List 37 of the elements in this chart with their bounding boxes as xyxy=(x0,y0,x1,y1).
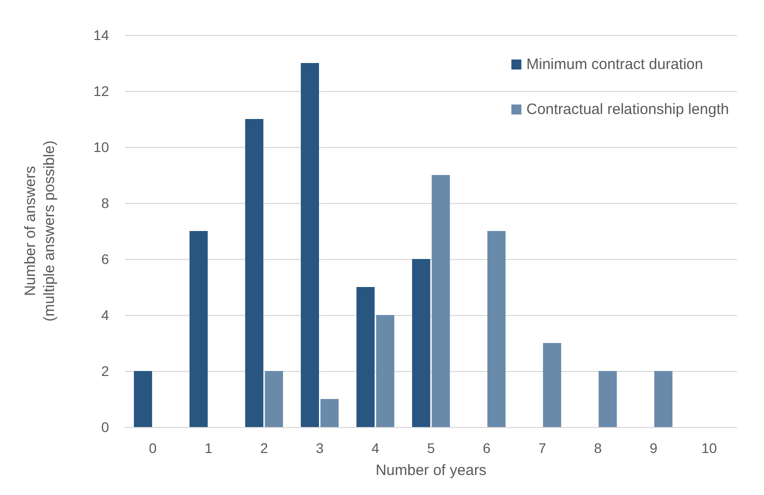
x-axis-title: Number of years xyxy=(376,462,486,479)
bar xyxy=(376,315,394,427)
bar xyxy=(320,399,339,427)
y-tick-label: 10 xyxy=(93,139,110,155)
bar xyxy=(412,259,430,427)
bar xyxy=(598,371,617,427)
y-tick-label: 8 xyxy=(101,195,110,211)
bar xyxy=(543,343,562,427)
bar xyxy=(654,371,672,427)
bar xyxy=(487,231,506,427)
x-tick-label: 5 xyxy=(427,440,436,456)
bar xyxy=(300,63,319,427)
y-tick-label: 12 xyxy=(93,83,110,99)
y-axis-title: Number of answers (multiple answers possible) xyxy=(22,140,58,322)
x-tick-label: 1 xyxy=(204,440,213,456)
legend-label: Minimum contract duration xyxy=(526,56,704,73)
x-tick-label: 6 xyxy=(482,440,491,456)
bar xyxy=(264,371,284,427)
bar xyxy=(134,371,152,427)
y-tick-label: 0 xyxy=(101,419,110,435)
x-tick-label: 3 xyxy=(316,440,324,456)
x-tick-label: 4 xyxy=(371,440,380,456)
x-tick-label: 10 xyxy=(701,440,718,456)
x-tick-label: 0 xyxy=(148,440,157,456)
y-tick-label: 14 xyxy=(93,27,110,43)
bar xyxy=(432,175,450,427)
y-tick-label: 2 xyxy=(101,363,110,379)
x-tick-label: 2 xyxy=(260,440,268,456)
bar xyxy=(190,231,208,427)
bar xyxy=(356,287,375,427)
x-tick-label: 9 xyxy=(650,440,658,456)
legend-label: Contractual relationship length xyxy=(526,101,729,118)
x-tick-label: 7 xyxy=(538,440,546,456)
y-tick-label: 6 xyxy=(101,251,110,267)
x-tick-label: 8 xyxy=(594,440,602,456)
y-tick-label: 4 xyxy=(101,307,110,323)
bar xyxy=(245,119,264,427)
